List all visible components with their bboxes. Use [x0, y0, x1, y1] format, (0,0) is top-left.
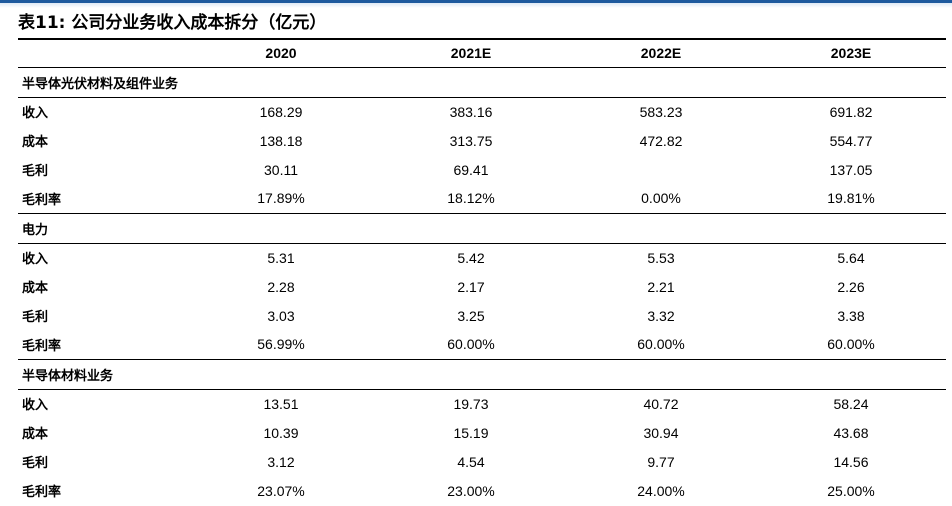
header-row: 2020 2021E 2022E 2023E — [18, 38, 946, 68]
section-row: 半导体光伏材料及组件业务 — [18, 67, 946, 98]
table-title: 表11: 公司分业务收入成本拆分（亿元） — [18, 10, 326, 36]
row-label: 毛利 — [22, 164, 49, 179]
value-cell: 15.19 — [453, 424, 489, 441]
value-cell: 383.16 — [449, 103, 493, 120]
value-cell: 13.51 — [263, 395, 299, 412]
value-cell: 14.56 — [833, 453, 869, 470]
column-header: 2022E — [566, 38, 756, 68]
value-cell: 23.00% — [447, 482, 495, 499]
row-label: 收入 — [22, 398, 49, 414]
table-row: 毛利 3.03 3.25 3.32 3.38 — [18, 301, 946, 330]
value-cell: 17.89% — [186, 184, 376, 214]
value-cell: 472.82 — [639, 132, 683, 149]
header-rule — [0, 0, 952, 3]
column-header: 2020 — [186, 38, 376, 68]
value-cell: 43.68 — [833, 424, 869, 441]
value-cell: 5.64 — [837, 249, 865, 266]
value-cell: 0.00% — [566, 184, 756, 214]
row-label: 毛利 — [22, 456, 49, 471]
value-cell: 138.18 — [259, 132, 303, 149]
value-cell: 5.42 — [457, 249, 485, 266]
value-cell — [566, 155, 756, 184]
value-cell: 5.31 — [267, 249, 295, 266]
value-cell: 69.41 — [453, 161, 489, 178]
value-cell: 60.00% — [756, 330, 946, 360]
value-cell: 2.21 — [647, 278, 675, 295]
table-row: 毛利 3.12 4.54 9.77 14.56 — [18, 447, 946, 476]
table-row: 成本 138.18 313.75 472.82 554.77 — [18, 126, 946, 155]
row-label: 毛利率 — [22, 485, 62, 500]
value-cell: 40.72 — [643, 395, 679, 412]
value-cell: 2.17 — [457, 278, 485, 295]
row-label: 成本 — [22, 427, 49, 442]
value-cell: 5.53 — [647, 249, 675, 266]
value-cell: 9.77 — [647, 453, 675, 470]
table-row: 收入 5.31 5.42 5.53 5.64 — [18, 243, 946, 272]
row-label: 成本 — [22, 135, 49, 150]
value-cell: 137.05 — [829, 161, 873, 178]
value-cell: 4.54 — [457, 453, 485, 470]
section-row: 电力 — [18, 213, 946, 244]
table-row: 成本 10.39 15.19 30.94 43.68 — [18, 418, 946, 447]
column-header: 2021E — [376, 38, 566, 68]
table-row: 毛利 30.11 69.41 137.05 — [18, 155, 946, 184]
value-cell: 19.81% — [756, 184, 946, 214]
value-cell: 23.07% — [257, 482, 305, 499]
value-cell: 30.11 — [264, 161, 298, 178]
row-label: 收入 — [22, 106, 49, 122]
value-cell: 3.32 — [647, 307, 675, 324]
header-label-cell — [18, 38, 186, 68]
row-label: 毛利率 — [18, 184, 186, 214]
table-row: 收入 168.29 383.16 583.23 691.82 — [18, 97, 946, 126]
row-label: 收入 — [22, 252, 49, 268]
section-row: 半导体材料业务 — [18, 359, 946, 390]
value-cell: 18.12% — [376, 184, 566, 214]
table-row: 毛利率 23.07% 23.00% 24.00% 25.00% — [18, 476, 946, 505]
table-row: 毛利率 56.99% 60.00% 60.00% 60.00% — [18, 330, 946, 360]
table-body: 半导体光伏材料及组件业务收入 168.29 383.16 583.23 691.82 成本… — [18, 67, 946, 505]
section-title: 半导体光伏材料及组件业务 — [18, 67, 946, 98]
row-label: 毛利率 — [18, 330, 186, 360]
table-number: 表11: — [18, 13, 66, 33]
table-row: 收入 13.51 19.73 40.72 58.24 — [18, 389, 946, 418]
revenue-cost-table: 2020 2021E 2022E 2023E 半导体光伏材料及组件业务收入 168… — [18, 38, 946, 505]
value-cell: 3.03 — [267, 307, 295, 324]
value-cell: 3.12 — [267, 453, 295, 470]
value-cell: 313.75 — [449, 132, 493, 149]
section-title: 电力 — [18, 213, 946, 244]
value-cell: 2.26 — [837, 278, 865, 295]
value-cell: 168.29 — [259, 103, 303, 120]
value-cell: 19.73 — [453, 395, 489, 412]
value-cell: 691.82 — [829, 103, 873, 120]
value-cell: 60.00% — [566, 330, 756, 360]
table-row: 毛利率 17.89% 18.12% 0.00% 19.81% — [18, 184, 946, 214]
table-caption: 公司分业务收入成本拆分（亿元） — [71, 13, 327, 33]
value-cell: 554.77 — [829, 132, 873, 149]
value-cell: 3.38 — [837, 307, 865, 324]
value-cell: 60.00% — [376, 330, 566, 360]
table-row: 成本 2.28 2.17 2.21 2.26 — [18, 272, 946, 301]
value-cell: 24.00% — [637, 482, 685, 499]
value-cell: 583.23 — [639, 103, 683, 120]
section-title: 半导体材料业务 — [18, 359, 946, 390]
value-cell: 30.94 — [643, 424, 679, 441]
header-rule-shade — [0, 3, 952, 8]
value-cell: 25.00% — [827, 482, 875, 499]
value-cell: 58.24 — [833, 395, 869, 412]
value-cell: 10.39 — [263, 424, 299, 441]
value-cell: 3.25 — [457, 307, 485, 324]
row-label: 成本 — [22, 281, 49, 296]
column-header: 2023E — [756, 38, 946, 68]
row-label: 毛利 — [22, 310, 49, 325]
value-cell: 2.28 — [267, 278, 295, 295]
value-cell: 56.99% — [186, 330, 376, 360]
